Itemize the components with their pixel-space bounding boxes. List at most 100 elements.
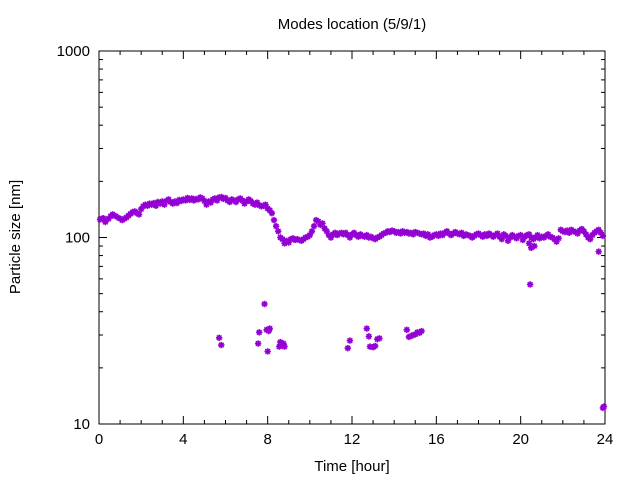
data-point: [553, 238, 560, 245]
data-point: [112, 213, 120, 220]
data-point: [371, 342, 379, 350]
data-point: [109, 211, 116, 218]
x-tick-label: 12: [344, 431, 361, 448]
data-point: [199, 195, 206, 202]
data-point: [218, 341, 225, 349]
data-point: [405, 333, 413, 341]
y-axis-label: Particle size [nm]: [7, 180, 24, 294]
x-tick-label: 24: [597, 431, 614, 448]
data-point: [277, 338, 284, 346]
data-point: [595, 248, 602, 255]
data-point: [498, 235, 505, 243]
data-point: [502, 232, 510, 240]
data-point: [203, 201, 210, 208]
data-point: [266, 207, 273, 214]
data-point: [344, 344, 351, 352]
data-point: [266, 325, 273, 332]
data-point: [254, 340, 262, 347]
data-point: [213, 197, 221, 204]
data-point: [264, 348, 271, 355]
data-point: [528, 244, 535, 252]
data-point: [262, 201, 269, 208]
data-point: [565, 229, 573, 236]
data-point: [173, 199, 181, 207]
data-point: [279, 235, 286, 243]
data-point: [346, 234, 354, 241]
data-point: [239, 197, 246, 204]
data-point: [517, 231, 524, 239]
data-point: [363, 325, 370, 332]
data-point: [526, 281, 534, 288]
data-point: [296, 236, 303, 244]
x-tick-label: 16: [428, 431, 445, 448]
data-point: [587, 235, 594, 243]
data-point: [281, 343, 288, 350]
data-point: [115, 214, 123, 222]
data-point: [555, 235, 562, 242]
data-point: [161, 201, 168, 208]
data-point: [287, 235, 295, 243]
data-point: [226, 198, 233, 206]
data-point: [310, 222, 318, 230]
data-point: [215, 334, 223, 341]
data-point: [275, 228, 282, 235]
data-point: [201, 197, 208, 205]
data-point: [403, 326, 411, 333]
axis-ticks: [98, 50, 606, 425]
data-point: [494, 230, 501, 237]
data-point: [135, 211, 143, 218]
x-axis-label: Time [hour]: [314, 458, 389, 475]
x-tick-label: 20: [512, 431, 529, 448]
data-point: [418, 327, 425, 335]
data-point: [232, 198, 240, 206]
data-point: [504, 237, 512, 245]
data-point: [519, 236, 526, 244]
data-point: [525, 240, 533, 247]
data-point: [165, 196, 172, 203]
data-point: [276, 343, 283, 350]
data-point: [426, 234, 434, 241]
data-point: [302, 234, 309, 241]
data-point: [346, 337, 354, 344]
data-point: [574, 230, 581, 237]
x-tick-label: 8: [263, 431, 271, 448]
data-point: [531, 242, 538, 250]
data-point: [546, 233, 554, 240]
data-point: [597, 229, 604, 236]
x-tick-labels: 0 4 8 12 16 20 24: [95, 431, 614, 448]
data-point: [551, 235, 558, 243]
data-point: [137, 205, 145, 213]
data-point: [323, 228, 330, 235]
data-point: [376, 335, 383, 342]
y-tick-label: 10: [73, 416, 90, 433]
x-tick-label: 0: [95, 431, 103, 448]
data-point: [256, 329, 263, 336]
data-point: [374, 335, 381, 343]
data-point: [265, 327, 272, 335]
data-point: [207, 199, 214, 206]
y-tick-label: 100: [65, 230, 90, 247]
data-point: [365, 234, 373, 241]
data-point: [599, 232, 607, 240]
x-tick-label: 4: [179, 431, 187, 448]
data-point: [150, 199, 158, 207]
data-points: [96, 193, 608, 412]
data-point: [281, 240, 288, 247]
data-point: [525, 231, 533, 238]
data-point: [369, 235, 377, 242]
data-point: [159, 198, 166, 205]
data-point: [253, 199, 261, 206]
data-point: [152, 202, 160, 209]
data-point: [538, 233, 545, 240]
data-point: [247, 197, 254, 205]
data-point: [182, 197, 189, 204]
data-point: [102, 218, 109, 226]
data-point: [306, 231, 314, 239]
data-point: [100, 214, 107, 222]
data-point: [374, 234, 381, 241]
data-point: [308, 228, 316, 235]
data-point: [595, 226, 602, 233]
y-tick-label: 1000: [57, 43, 90, 60]
data-point: [327, 234, 335, 241]
